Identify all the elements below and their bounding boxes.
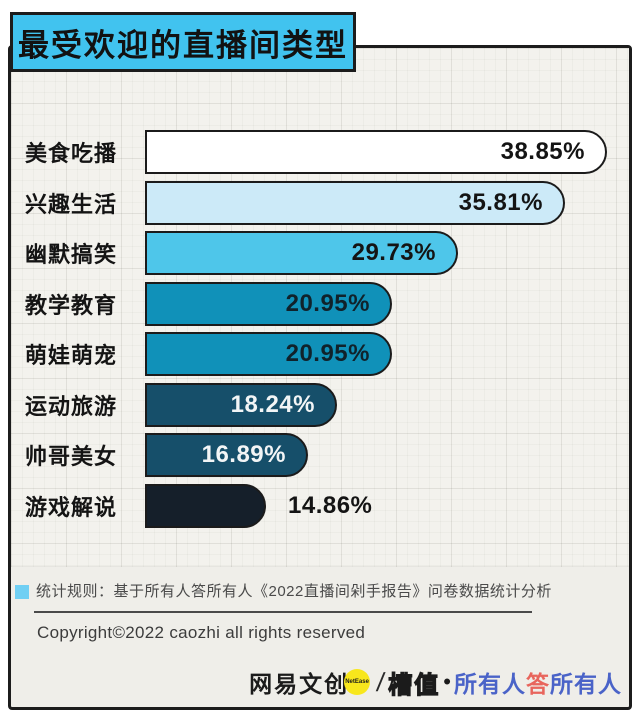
chart-title: 最受欢迎的直播间类型 xyxy=(18,27,348,63)
bar-value: 14.86% xyxy=(288,491,373,519)
netease-badge-icon: NetEase xyxy=(344,669,371,695)
bar: 35.81% xyxy=(145,180,565,225)
slogan-part-1: 所有人 xyxy=(454,671,526,697)
bar: 29.73% xyxy=(145,231,458,275)
bar-value: 18.24% xyxy=(230,390,315,418)
bar: 16.89% xyxy=(145,433,308,477)
category-label: 游戏解说 xyxy=(25,494,118,520)
note-legend-square xyxy=(15,585,29,599)
category-label: 运动旅游 xyxy=(25,393,118,419)
slash-separator: / xyxy=(375,666,387,697)
slogan-part-2: 答 xyxy=(526,671,550,697)
bar: 20.95% xyxy=(145,281,392,326)
copyright-text: Copyright©2022 caozhi all rights reserve… xyxy=(37,623,366,642)
bar xyxy=(145,483,266,528)
chart-row: 萌娃萌宠 20.95% xyxy=(0,332,640,376)
slogan-part-3: 所有人 xyxy=(550,671,622,697)
bar-value: 35.81% xyxy=(458,188,543,216)
bar: 20.95% xyxy=(145,332,392,376)
chart-row: 游戏解说 14.86% xyxy=(0,483,640,528)
bullet-separator: • xyxy=(443,669,451,694)
bar: 18.24% xyxy=(145,382,337,427)
bar-value: 20.95% xyxy=(285,340,370,367)
brand-bar: 网易文创 NetEase / 槽值 • 所有人 答 所有人 xyxy=(249,665,622,700)
category-label: 帅哥美女 xyxy=(25,444,118,469)
footer-divider xyxy=(34,611,532,613)
wangyi-wenchuang-logo: 网易文创 xyxy=(249,671,350,697)
caozhi-logo: 槽值 xyxy=(388,671,441,699)
chart-row: 教学教育 20.95% xyxy=(0,281,640,326)
chart-row: 运动旅游 18.24% xyxy=(0,382,640,427)
chart-title-box: 最受欢迎的直播间类型 xyxy=(10,12,356,72)
category-label: 兴趣生活 xyxy=(25,191,118,217)
category-label: 幽默搞笑 xyxy=(25,242,118,267)
bar-value: 20.95% xyxy=(285,289,370,317)
category-label: 萌娃萌宠 xyxy=(25,343,118,368)
bar: 38.85% xyxy=(145,130,607,174)
category-label: 教学教育 xyxy=(25,292,118,318)
category-label: 美食吃播 xyxy=(25,141,118,166)
bar-value: 38.85% xyxy=(500,138,585,165)
chart-row: 兴趣生活 35.81% xyxy=(0,180,640,225)
chart-row: 帅哥美女 16.89% xyxy=(0,433,640,477)
chart-row: 幽默搞笑 29.73% xyxy=(0,231,640,275)
bar-value: 29.73% xyxy=(351,239,436,266)
bar-value: 16.89% xyxy=(201,441,286,468)
chart-row: 美食吃播 38.85% xyxy=(0,130,640,174)
statistics-note: 统计规则：基于所有人答所有人《2022直播间剁手报告》问卷数据统计分析 xyxy=(36,583,552,600)
